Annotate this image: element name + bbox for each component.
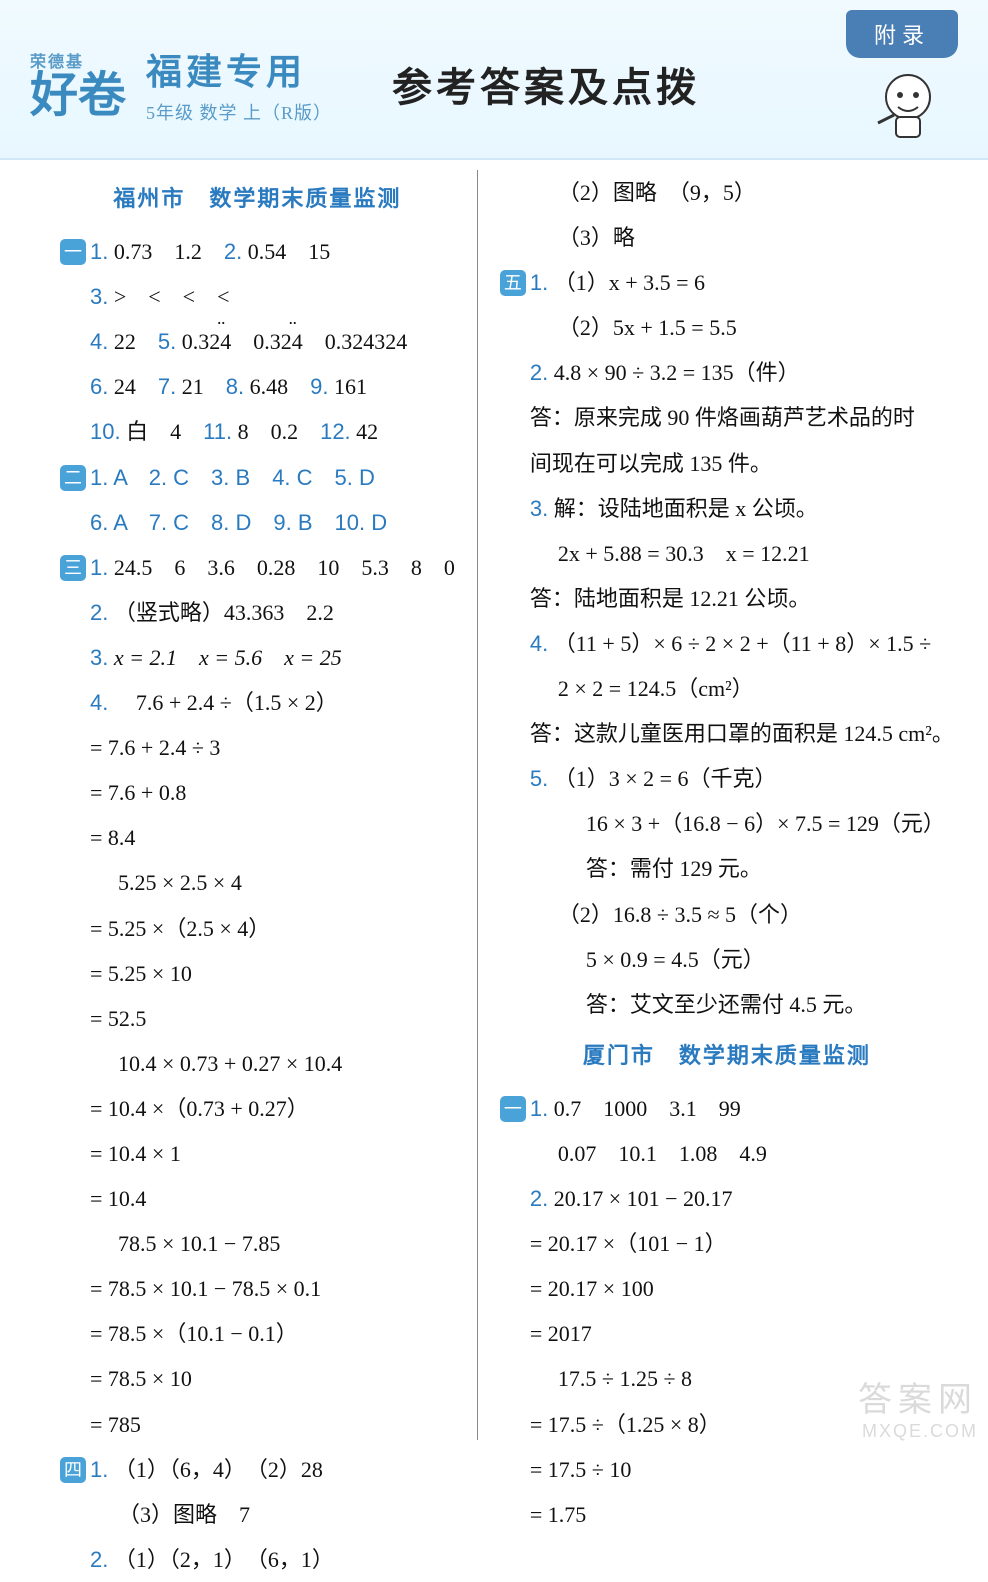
edition-block: 福建专用 5年级 数学 上（R版） — [146, 43, 332, 125]
answer-line: 5. （1）3 × 2 = 6（千克） — [500, 756, 954, 801]
calc-line: = 7.6 + 2.4 ÷ 3 — [60, 725, 455, 770]
calc-line: = 20.17 ×（101 − 1） — [500, 1221, 954, 1266]
logo-main: 好卷 — [30, 72, 126, 120]
calc-line: = 8.4 — [60, 815, 455, 860]
section-title-xiamen: 厦门市 数学期末质量监测 — [500, 1033, 954, 1078]
calc-line: = 78.5 × 10.1 − 78.5 × 0.1 — [60, 1266, 455, 1311]
answer-line: 2. 4.8 × 90 ÷ 3.2 = 135（件） — [500, 350, 954, 395]
answer-line: 0.07 10.1 1.08 4.9 — [500, 1131, 954, 1176]
answer-line: 答：需付 129 元。 — [500, 846, 954, 891]
answer-line: 4. 22 5. 0.324 0.324 0.324324 — [60, 319, 455, 364]
answer-line: （3）图略 7 — [60, 1492, 455, 1537]
answer-line: 16 × 3 +（16.8 − 6）× 7.5 = 129（元） — [500, 801, 954, 846]
calc-line: = 5.25 × 10 — [60, 951, 455, 996]
badge-one: 一 — [60, 239, 86, 265]
answer-line: 3. > < < < — [60, 274, 455, 319]
calc-line: = 10.4 × 1 — [60, 1131, 455, 1176]
answer-line: 2. （1）（2，1） （6，1） — [60, 1537, 455, 1582]
answer-line: 四1. （1）（6，4） （2）28 — [60, 1447, 455, 1492]
badge-five: 五 — [500, 270, 526, 296]
content-columns: 福州市 数学期末质量监测 一1. 0.73 1.2 2. 0.54 15 3. … — [0, 160, 988, 1440]
calc-line: = 52.5 — [60, 996, 455, 1041]
watermark-url: MXQE.COM — [858, 1421, 978, 1442]
section-title-fuzhou: 福州市 数学期末质量监测 — [60, 176, 455, 221]
answer-line: 6. 24 7. 21 8. 6.48 9. 161 — [60, 364, 455, 409]
calc-line: = 17.5 ÷ 10 — [500, 1447, 954, 1492]
answer-line: 2. 20.17 × 101 − 20.17 — [500, 1176, 954, 1221]
calc-line: 10.4 × 0.73 + 0.27 × 10.4 — [60, 1041, 455, 1086]
answer-line: （2）16.8 ÷ 3.5 ≈ 5（个） — [500, 892, 954, 937]
answer-line: （2）图略 （9，5） — [500, 170, 954, 215]
answer-line: 间现在可以完成 135 件。 — [500, 441, 954, 486]
calc-line: = 20.17 × 100 — [500, 1266, 954, 1311]
answer-line: 6. A 7. C 8. D 9. B 10. D — [60, 500, 455, 545]
answer-line: 2. （竖式略）43.363 2.2 — [60, 590, 455, 635]
answer-line: 3. x = 2.1 x = 5.6 x = 25 — [60, 635, 455, 680]
answer-line: 答：艾文至少还需付 4.5 元。 — [500, 982, 954, 1027]
calc-line: 5.25 × 2.5 × 4 — [60, 860, 455, 905]
answer-line: 5 × 0.9 = 4.5（元） — [500, 937, 954, 982]
answer-line: 10. 白 4 11. 8 0.2 12. 42 — [60, 409, 455, 454]
calc-line: = 1.75 — [500, 1492, 954, 1537]
edition-subtitle: 5年级 数学 上（R版） — [146, 99, 332, 125]
watermark: 答案网 MXQE.COM — [858, 1372, 978, 1442]
page-header: 荣德基 好卷 福建专用 5年级 数学 上（R版） 参考答案及点拨 附录 — [0, 0, 988, 160]
calc-line: = 78.5 × 10 — [60, 1356, 455, 1401]
answer-line: 2 × 2 = 124.5（cm²） — [500, 666, 954, 711]
answer-line: 答：原来完成 90 件烙画葫芦艺术品的时 — [500, 395, 954, 440]
answer-line: 4. 7.6 + 2.4 ÷（1.5 × 2） — [60, 680, 455, 725]
badge-three: 三 — [60, 555, 86, 581]
calc-line: = 10.4 — [60, 1176, 455, 1221]
calc-line: = 78.5 ×（10.1 − 0.1） — [60, 1311, 455, 1356]
answer-line: 答：陆地面积是 12.21 公顷。 — [500, 576, 954, 621]
answer-line: 4. （11 + 5）× 6 ÷ 2 × 2 +（11 + 8）× 1.5 ÷ — [500, 621, 954, 666]
calc-line: = 5.25 ×（2.5 × 4） — [60, 906, 455, 951]
calc-line: 78.5 × 10.1 − 7.85 — [60, 1221, 455, 1266]
answer-line: 3. 解：设陆地面积是 x 公顷。 — [500, 486, 954, 531]
answer-line: 三1. 24.5 6 3.6 0.28 10 5.3 8 0 — [60, 545, 455, 590]
edition-title: 福建专用 — [146, 43, 332, 95]
calc-line: = 7.6 + 0.8 — [60, 770, 455, 815]
left-column: 福州市 数学期末质量监测 一1. 0.73 1.2 2. 0.54 15 3. … — [60, 170, 477, 1440]
answer-line: 二1. A 2. C 3. B 4. C 5. D — [60, 455, 455, 500]
answer-line: （3）略 — [500, 215, 954, 260]
badge-four: 四 — [60, 1457, 86, 1483]
calc-line: = 2017 — [500, 1311, 954, 1356]
watermark-text: 答案网 — [858, 1372, 978, 1421]
answer-line: （2）5x + 1.5 = 5.5 — [500, 305, 954, 350]
appendix-tab: 附录 — [846, 10, 958, 58]
badge-two: 二 — [60, 465, 86, 491]
calc-line: = 10.4 ×（0.73 + 0.27） — [60, 1086, 455, 1131]
logo-block: 荣德基 好卷 — [30, 48, 126, 120]
answer-line: 一1. 0.73 1.2 2. 0.54 15 — [60, 229, 455, 274]
mascot-icon — [868, 65, 948, 150]
answer-line: 五1. （1）x + 3.5 = 6 — [500, 260, 954, 305]
answer-line: 2x + 5.88 = 30.3 x = 12.21 — [500, 531, 954, 576]
page-title: 参考答案及点拨 — [392, 55, 700, 113]
answer-line: 一1. 0.7 1000 3.1 99 — [500, 1086, 954, 1131]
badge-one: 一 — [500, 1096, 526, 1122]
right-column: （2）图略 （9，5） （3）略 五1. （1）x + 3.5 = 6 （2）5… — [477, 170, 954, 1440]
answer-line: 答：这款儿童医用口罩的面积是 124.5 cm²。 — [500, 711, 954, 756]
calc-line: = 785 — [60, 1402, 455, 1447]
